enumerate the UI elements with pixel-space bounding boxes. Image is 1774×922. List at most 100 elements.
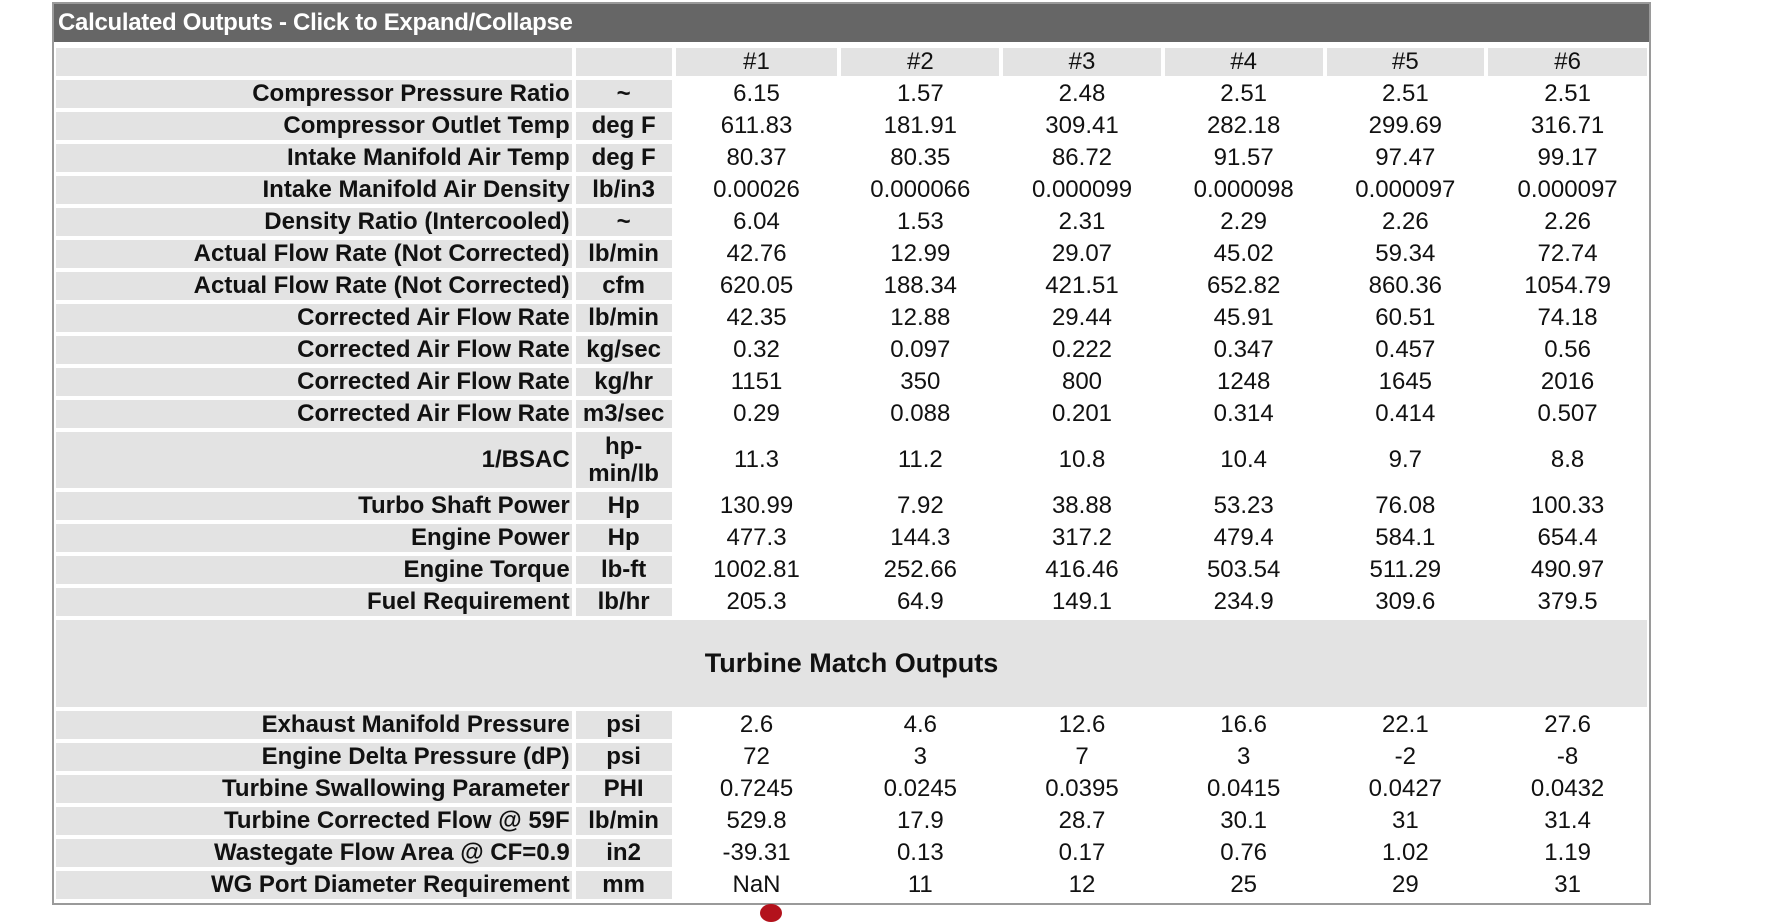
column-header: #5 — [1326, 48, 1485, 76]
table-row: Turbine Corrected Flow @ 59F lb/min 529.8 1… — [56, 807, 1647, 835]
value-cell: 0.222 — [1003, 336, 1161, 364]
value-cell: 149.1 — [1003, 588, 1161, 616]
calculated-outputs-panel: Calculated Outputs - Click to Expand/Col… — [52, 2, 1651, 905]
value-cell: 620.05 — [675, 272, 838, 300]
value-cell: 205.3 — [675, 588, 838, 616]
value-cell: 97.47 — [1326, 144, 1485, 172]
value-cell: 0.088 — [841, 400, 1000, 428]
value-cell: 2.29 — [1164, 208, 1323, 236]
value-cell: 42.76 — [675, 240, 838, 268]
table-row: Intake Manifold Air Temp deg F 80.37 80.35 8… — [56, 144, 1647, 172]
value-cell: 11 — [841, 871, 1000, 899]
value-cell: 31.4 — [1488, 807, 1647, 835]
value-cell: 6.15 — [675, 80, 838, 108]
value-cell: 0.00026 — [675, 176, 838, 204]
value-cell: 421.51 — [1003, 272, 1161, 300]
value-cell: 0.000098 — [1164, 176, 1323, 204]
value-cell: 30.1 — [1164, 807, 1323, 835]
value-cell: 100.33 — [1488, 492, 1647, 520]
column-header: #6 — [1488, 48, 1647, 76]
row-unit: lb-ft — [575, 556, 672, 584]
value-cell: 0.0395 — [1003, 775, 1161, 803]
value-cell: 3 — [841, 743, 1000, 771]
value-cell: 2.26 — [1488, 208, 1647, 236]
value-cell: 27.6 — [1488, 711, 1647, 739]
value-cell: 45.02 — [1164, 240, 1323, 268]
value-cell: 80.35 — [841, 144, 1000, 172]
value-cell: -39.31 — [675, 839, 838, 867]
value-cell: 234.9 — [1164, 588, 1323, 616]
value-cell: 188.34 — [841, 272, 1000, 300]
row-unit: psi — [575, 743, 672, 771]
value-cell: 11.2 — [841, 432, 1000, 488]
table-row: Exhaust Manifold Pressure psi 2.6 4.6 12.6 16… — [56, 711, 1647, 739]
value-cell: 2.6 — [675, 711, 838, 739]
value-cell: 0.56 — [1488, 336, 1647, 364]
value-cell: 1054.79 — [1488, 272, 1647, 300]
value-cell: 0.13 — [841, 839, 1000, 867]
value-cell: 0.000099 — [1003, 176, 1161, 204]
value-cell: -2 — [1326, 743, 1485, 771]
value-cell: 29.07 — [1003, 240, 1161, 268]
value-cell: 0.457 — [1326, 336, 1485, 364]
value-cell: 38.88 — [1003, 492, 1161, 520]
value-cell: 0.347 — [1164, 336, 1323, 364]
row-label: Turbo Shaft Power — [56, 492, 572, 520]
table-row: Engine Torque lb-ft 1002.81 252.66 416.46 503… — [56, 556, 1647, 584]
row-label: Engine Delta Pressure (dP) — [56, 743, 572, 771]
row-unit: lb/min — [575, 240, 672, 268]
column-header: #3 — [1003, 48, 1161, 76]
row-label: Density Ratio (Intercooled) — [56, 208, 572, 236]
value-cell: 282.18 — [1164, 112, 1323, 140]
value-cell: 316.71 — [1488, 112, 1647, 140]
value-cell: 25 — [1164, 871, 1323, 899]
value-cell: 309.41 — [1003, 112, 1161, 140]
value-cell: 800 — [1003, 368, 1161, 396]
column-header-row: #1 #2 #3 #4 #5 #6 — [56, 48, 1647, 76]
value-cell: 654.4 — [1488, 524, 1647, 552]
row-label: Fuel Requirement — [56, 588, 572, 616]
row-unit: PHI — [575, 775, 672, 803]
value-cell: 611.83 — [675, 112, 838, 140]
value-cell: 59.34 — [1326, 240, 1485, 268]
table-row: 1/BSAC hp-min/lb 11.3 11.2 10.8 10.4 9.7 8.8 — [56, 432, 1647, 488]
value-cell: 31 — [1488, 871, 1647, 899]
value-cell: 3 — [1164, 743, 1323, 771]
value-cell: 45.91 — [1164, 304, 1323, 332]
row-unit: deg F — [575, 112, 672, 140]
row-unit: psi — [575, 711, 672, 739]
row-unit: lb/min — [575, 807, 672, 835]
table-row: Corrected Air Flow Rate lb/min 42.35 12.88 2… — [56, 304, 1647, 332]
value-cell: 76.08 — [1326, 492, 1485, 520]
value-cell: 0.17 — [1003, 839, 1161, 867]
row-unit: Hp — [575, 492, 672, 520]
row-label: Compressor Pressure Ratio — [56, 80, 572, 108]
value-cell: 0.29 — [675, 400, 838, 428]
row-unit: lb/hr — [575, 588, 672, 616]
value-cell: 99.17 — [1488, 144, 1647, 172]
value-cell: 130.99 — [675, 492, 838, 520]
value-cell: 7.92 — [841, 492, 1000, 520]
row-unit: kg/sec — [575, 336, 672, 364]
row-label: Corrected Air Flow Rate — [56, 400, 572, 428]
value-cell: 299.69 — [1326, 112, 1485, 140]
table-row: Fuel Requirement lb/hr 205.3 64.9 149.1 234.9… — [56, 588, 1647, 616]
table-row: Corrected Air Flow Rate kg/hr 1151 350 800 12… — [56, 368, 1647, 396]
table-row: Intake Manifold Air Density lb/in3 0.00026… — [56, 176, 1647, 204]
column-header: #4 — [1164, 48, 1323, 76]
value-cell: 0.314 — [1164, 400, 1323, 428]
value-cell: 0.097 — [841, 336, 1000, 364]
value-cell: 490.97 — [1488, 556, 1647, 584]
value-cell: 652.82 — [1164, 272, 1323, 300]
outputs-table: #1 #2 #3 #4 #5 #6 Compressor Pressure Ra… — [52, 44, 1651, 903]
row-unit: lb/min — [575, 304, 672, 332]
row-label: Engine Torque — [56, 556, 572, 584]
row-unit: cfm — [575, 272, 672, 300]
row-label: Exhaust Manifold Pressure — [56, 711, 572, 739]
row-unit: ~ — [575, 208, 672, 236]
table-row: Actual Flow Rate (Not Corrected) lb/min 42… — [56, 240, 1647, 268]
row-label: Engine Power — [56, 524, 572, 552]
value-cell: 9.7 — [1326, 432, 1485, 488]
value-cell: 29.44 — [1003, 304, 1161, 332]
panel-toggle-header[interactable]: Calculated Outputs - Click to Expand/Col… — [54, 4, 1649, 42]
